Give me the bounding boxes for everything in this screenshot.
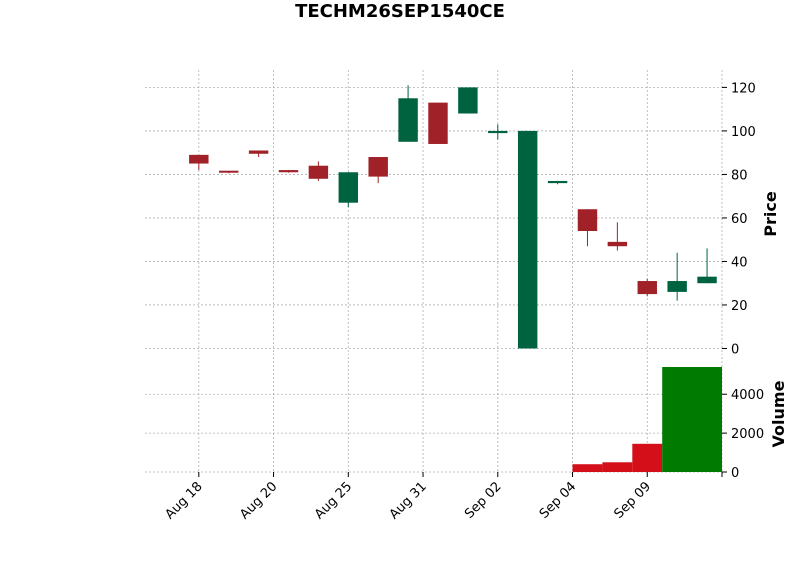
price-y-tick-label: 60	[731, 212, 748, 227]
candle-body	[308, 165, 329, 179]
volume-y-tick-label: 0	[731, 466, 739, 481]
candle-body	[637, 281, 657, 295]
candle-body	[667, 281, 687, 292]
candle-body	[398, 98, 418, 142]
candle-body	[248, 150, 269, 154]
candle-body	[458, 87, 478, 114]
volume-y-tick-label: 4000	[731, 388, 764, 403]
price-y-axis: 0 20 40 60 80 100 120	[722, 81, 756, 357]
candle-body	[278, 170, 299, 173]
candle-body	[338, 172, 359, 203]
x-axis: Aug 18 Aug 20 Aug 25 Aug 31 Sep 02 Sep 04 Sep …	[162, 472, 723, 522]
price-y-tick-label: 0	[731, 342, 739, 357]
x-tick-label: Sep 09	[612, 479, 655, 522]
volume-y-axis: 0 2000 4000	[722, 388, 764, 481]
candle-body	[488, 130, 508, 134]
volume-bar	[632, 443, 663, 472]
x-tick-label: Aug 25	[312, 479, 355, 522]
price-y-tick-label: 20	[731, 299, 748, 314]
candle-body	[577, 209, 598, 231]
candle-body	[189, 154, 209, 164]
price-y-tick-label: 120	[731, 81, 756, 96]
price-candles	[189, 85, 717, 349]
x-tick-label: Aug 18	[162, 479, 205, 522]
candle-body	[517, 130, 538, 349]
volume-bar	[602, 462, 633, 472]
candle-body	[697, 276, 717, 284]
volume-bars	[572, 367, 722, 472]
volume-axis-label: Volume	[769, 380, 788, 447]
candle-body	[547, 180, 568, 184]
price-y-tick-label: 40	[731, 255, 748, 270]
candle-body	[218, 170, 239, 173]
volume-bar	[572, 464, 603, 472]
candle-body	[607, 241, 628, 247]
chart-title: TECHM26SEP1540CE	[295, 1, 505, 22]
candle-body	[428, 102, 448, 144]
x-tick-label: Sep 04	[537, 479, 580, 522]
volume-bar	[662, 367, 722, 472]
price-grid	[145, 70, 723, 355]
x-tick-label: Aug 31	[387, 479, 430, 522]
price-axis-label: Price	[761, 191, 780, 237]
price-y-tick-label: 100	[731, 125, 756, 140]
candle-body	[368, 157, 388, 177]
x-tick-label: Sep 02	[462, 479, 505, 522]
volume-y-tick-label: 2000	[731, 427, 764, 442]
price-y-tick-label: 80	[731, 168, 748, 183]
x-tick-label: Aug 20	[237, 479, 280, 522]
